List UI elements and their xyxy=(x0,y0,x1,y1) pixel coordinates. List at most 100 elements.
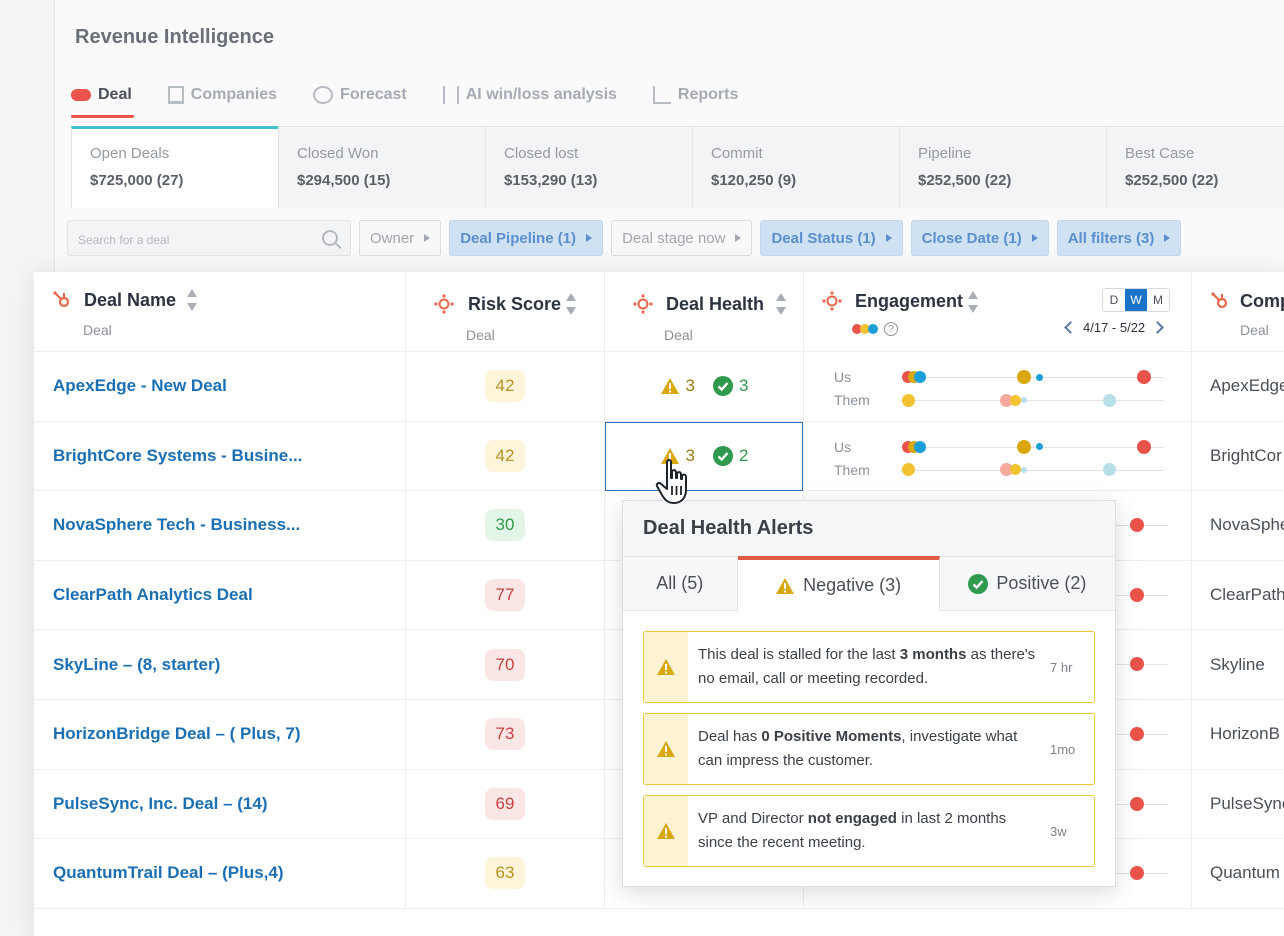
deal-link[interactable]: PulseSync, Inc. Deal – (14) xyxy=(53,793,268,813)
positive-alert-count[interactable]: 3 xyxy=(713,376,748,397)
tab-negative[interactable]: Negative (3) xyxy=(737,556,940,611)
search-placeholder: Search for a deal xyxy=(78,233,170,247)
filter-all-filters[interactable]: All filters (3) xyxy=(1056,220,1182,256)
sort-icon[interactable] xyxy=(187,289,197,311)
company-name[interactable]: NovaSphe xyxy=(1210,515,1284,535)
period-week[interactable]: W xyxy=(1125,289,1147,311)
engagement-dot[interactable] xyxy=(1130,726,1144,741)
company-name[interactable]: ApexEdge xyxy=(1210,376,1284,396)
stat-closed-won[interactable]: Closed Won $294,500 (15) xyxy=(278,126,485,208)
alert-item[interactable]: Deal has 0 Positive Moments, investigate… xyxy=(643,713,1095,785)
sort-icon[interactable] xyxy=(968,291,978,313)
engagement-dot[interactable] xyxy=(901,463,915,477)
deal-link[interactable]: HorizonBridge Deal – ( Plus, 7) xyxy=(53,724,301,744)
company-name[interactable]: ClearPath xyxy=(1210,585,1284,605)
engagement-dot[interactable] xyxy=(1035,443,1043,451)
period-day[interactable]: D xyxy=(1109,293,1119,307)
stat-best-case[interactable]: Best Case $252,500 (22) xyxy=(1106,126,1284,208)
company-name[interactable]: Skyline xyxy=(1210,654,1265,674)
alert-text: Deal has 0 Positive Moments, investigate… xyxy=(688,714,1050,784)
filter-owner[interactable]: Owner xyxy=(359,220,442,256)
filter-deal-stage[interactable]: Deal stage now xyxy=(611,220,753,256)
stat-pipeline[interactable]: Pipeline $252,500 (22) xyxy=(899,126,1106,208)
help-icon[interactable]: ? xyxy=(884,322,898,336)
engagement-dot[interactable] xyxy=(1137,439,1151,454)
positive-alert-count[interactable]: 2 xyxy=(713,445,748,466)
column-header-engagement[interactable]: Engagement ? D W M 4/17 - 5/22 xyxy=(804,272,1192,352)
table-row[interactable]: ApexEdge - New Deal 42 3 3 Us Them ApexEdge xyxy=(34,352,1284,422)
column-header-risk-score[interactable]: Risk Score Deal xyxy=(406,272,605,352)
deal-link[interactable]: ClearPath Analytics Deal xyxy=(53,585,253,605)
alert-text-pre: Deal has xyxy=(698,728,762,745)
engagement-dot[interactable] xyxy=(1130,866,1144,881)
nav-tab-label: AI win/loss analysis xyxy=(465,86,617,103)
nav-tab-ai-analysis[interactable]: AI win/loss analysis xyxy=(442,82,617,108)
stat-commit[interactable]: Commit $120,250 (9) xyxy=(692,126,899,208)
table-row[interactable]: QuantumTrail Deal – (Plus,4) 63 Quantum xyxy=(34,839,1284,909)
alert-time: 3w xyxy=(1050,823,1067,839)
column-header-deal-health[interactable]: Deal Health Deal xyxy=(605,272,804,352)
engagement-dot[interactable] xyxy=(1130,587,1144,602)
engagement-dot[interactable] xyxy=(914,440,926,453)
chevron-left-icon[interactable] xyxy=(1064,321,1077,334)
stat-closed-lost[interactable]: Closed lost $153,290 (13) xyxy=(485,126,692,208)
engagement-dot[interactable] xyxy=(1130,796,1144,811)
engagement-dot[interactable] xyxy=(1130,518,1144,533)
deal-link[interactable]: SkyLine – (8, starter) xyxy=(53,654,221,674)
engagement-dot[interactable] xyxy=(1137,370,1151,384)
engagement-dot[interactable] xyxy=(1130,657,1144,672)
engagement-dot[interactable] xyxy=(1017,439,1031,454)
engagement-dot[interactable] xyxy=(1017,370,1031,384)
engagement-dot[interactable] xyxy=(1009,464,1021,476)
alert-item[interactable]: VP and Director not engaged in last 2 mo… xyxy=(643,795,1095,867)
company-name[interactable]: HorizonB xyxy=(1210,724,1280,744)
engagement-cell xyxy=(804,839,1192,908)
tab-all[interactable]: All (5) xyxy=(623,557,738,610)
filter-deal-pipeline[interactable]: Deal Pipeline (1) xyxy=(449,220,604,256)
company-name[interactable]: PulseSync xyxy=(1210,793,1284,813)
alert-text-post: , investigate what can impress the custo… xyxy=(698,728,1018,769)
tab-positive[interactable]: Positive (2) xyxy=(940,557,1115,610)
sort-icon[interactable] xyxy=(566,293,576,315)
engagement-dot[interactable] xyxy=(1021,397,1027,403)
negative-alert-count[interactable]: 3 xyxy=(660,376,695,396)
nav-tab-deal[interactable]: Deal xyxy=(71,82,134,118)
column-header-company[interactable]: Comp Deal xyxy=(1192,272,1284,352)
engagement-dot[interactable] xyxy=(1102,393,1116,407)
nav-tab-companies[interactable]: Companies xyxy=(167,82,277,108)
company-name[interactable]: BrightCor xyxy=(1210,445,1282,465)
engagement-dot[interactable] xyxy=(901,393,915,407)
nav-tab-reports[interactable]: Reports xyxy=(652,82,739,108)
engagement-cell xyxy=(804,699,1192,769)
deal-search-input[interactable]: Search for a deal xyxy=(67,220,351,256)
engagement-dot[interactable] xyxy=(1102,463,1116,477)
filter-deal-status[interactable]: Deal Status (1) xyxy=(760,220,903,256)
clock-icon xyxy=(313,86,334,104)
engagement-dot[interactable] xyxy=(1021,466,1027,473)
column-header-deal-name[interactable]: Deal Name Deal xyxy=(34,272,406,352)
deal-link[interactable]: ApexEdge - New Deal xyxy=(53,376,227,396)
deal-link[interactable]: NovaSphere Tech - Business... xyxy=(53,515,301,535)
engagement-dot[interactable] xyxy=(999,393,1013,407)
engagement-dot[interactable] xyxy=(1009,394,1021,406)
deal-link[interactable]: BrightCore Systems - Busine... xyxy=(53,445,303,465)
table-row[interactable]: NovaSphere Tech - Business... 30 NovaSphe xyxy=(34,491,1284,561)
deal-link[interactable]: QuantumTrail Deal – (Plus,4) xyxy=(53,863,284,883)
nav-tab-forecast[interactable]: Forecast xyxy=(313,82,407,108)
period-month[interactable]: M xyxy=(1153,293,1163,307)
engagement-dot[interactable] xyxy=(1035,373,1043,381)
company-name[interactable]: Quantum xyxy=(1210,863,1280,883)
chevron-right-icon[interactable] xyxy=(1151,321,1165,334)
sort-icon[interactable] xyxy=(776,293,786,315)
risk-score-cell: 63 xyxy=(406,839,605,908)
search-icon[interactable] xyxy=(322,230,338,246)
caret-right-icon xyxy=(424,234,431,242)
engagement-dot[interactable] xyxy=(999,463,1013,477)
nav-tab-label: Reports xyxy=(677,86,739,103)
alert-item[interactable]: This deal is stalled for the last 3 mont… xyxy=(643,631,1095,703)
engagement-dot[interactable] xyxy=(914,371,926,383)
stat-open-deals[interactable]: Open Deals $725,000 (27) xyxy=(71,126,278,208)
filter-close-date[interactable]: Close Date (1) xyxy=(910,220,1049,256)
